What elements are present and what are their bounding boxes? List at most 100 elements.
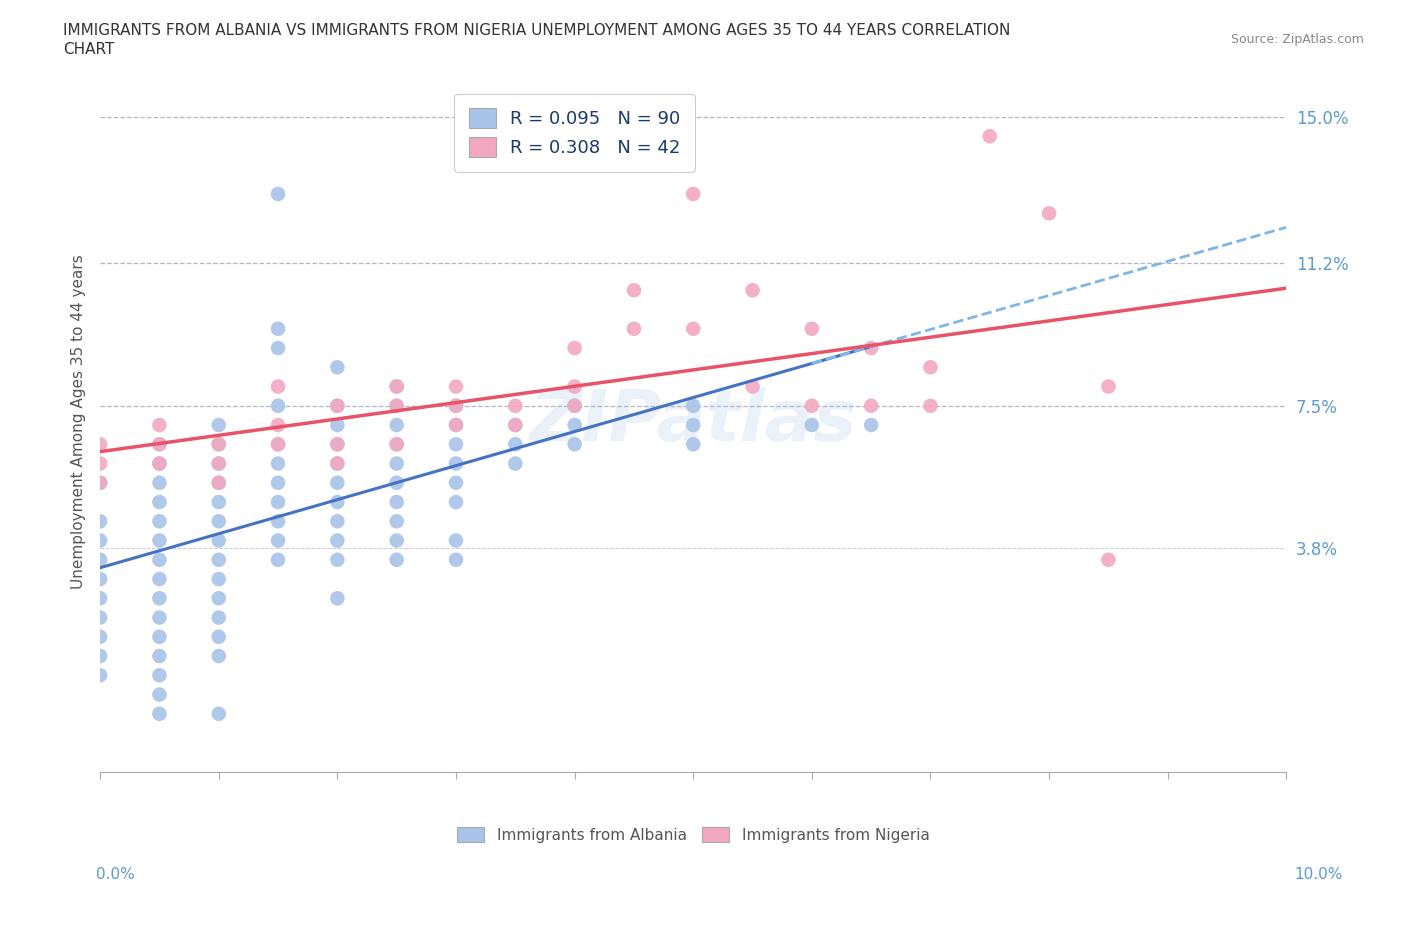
Point: [148, 707, 170, 722]
Point: [444, 475, 467, 490]
Point: [208, 533, 231, 548]
Point: [444, 437, 467, 452]
Point: [267, 495, 290, 510]
Point: [444, 456, 467, 471]
Point: [326, 398, 349, 413]
Point: [148, 552, 170, 567]
Point: [148, 418, 170, 432]
Point: [208, 648, 231, 663]
Point: [444, 552, 467, 567]
Point: [89, 475, 111, 490]
Point: [564, 340, 586, 355]
Point: [326, 360, 349, 375]
Point: [208, 514, 231, 529]
Point: [326, 475, 349, 490]
Point: [208, 552, 231, 567]
Point: [682, 418, 704, 432]
Legend: Immigrants from Albania, Immigrants from Nigeria: Immigrants from Albania, Immigrants from…: [451, 821, 935, 849]
Point: [385, 398, 408, 413]
Point: [800, 418, 823, 432]
Point: [979, 129, 1001, 144]
Point: [89, 456, 111, 471]
Point: [89, 437, 111, 452]
Point: [444, 418, 467, 432]
Point: [326, 456, 349, 471]
Point: [267, 514, 290, 529]
Point: [505, 456, 527, 471]
Point: [89, 630, 111, 644]
Point: [860, 418, 883, 432]
Point: [385, 533, 408, 548]
Point: [564, 398, 586, 413]
Point: [564, 379, 586, 394]
Point: [89, 514, 111, 529]
Point: [267, 475, 290, 490]
Point: [741, 379, 763, 394]
Point: [326, 533, 349, 548]
Point: [148, 610, 170, 625]
Point: [208, 591, 231, 605]
Point: [89, 648, 111, 663]
Point: [623, 322, 645, 337]
Point: [444, 495, 467, 510]
Point: [208, 707, 231, 722]
Point: [326, 456, 349, 471]
Point: [682, 398, 704, 413]
Point: [444, 398, 467, 413]
Point: [208, 437, 231, 452]
Point: [267, 552, 290, 567]
Point: [682, 187, 704, 202]
Point: [741, 283, 763, 298]
Text: 10.0%: 10.0%: [1295, 867, 1343, 882]
Point: [148, 668, 170, 683]
Point: [267, 437, 290, 452]
Point: [208, 610, 231, 625]
Point: [564, 418, 586, 432]
Point: [267, 379, 290, 394]
Point: [89, 572, 111, 587]
Point: [385, 495, 408, 510]
Point: [208, 418, 231, 432]
Point: [267, 398, 290, 413]
Point: [326, 418, 349, 432]
Point: [385, 418, 408, 432]
Point: [505, 398, 527, 413]
Text: 0.0%: 0.0%: [96, 867, 135, 882]
Point: [564, 398, 586, 413]
Point: [682, 322, 704, 337]
Point: [148, 572, 170, 587]
Point: [148, 648, 170, 663]
Point: [148, 514, 170, 529]
Text: IMMIGRANTS FROM ALBANIA VS IMMIGRANTS FROM NIGERIA UNEMPLOYMENT AMONG AGES 35 TO: IMMIGRANTS FROM ALBANIA VS IMMIGRANTS FR…: [63, 23, 1011, 38]
Point: [564, 437, 586, 452]
Point: [267, 533, 290, 548]
Point: [800, 398, 823, 413]
Point: [385, 437, 408, 452]
Point: [208, 572, 231, 587]
Point: [208, 475, 231, 490]
Point: [267, 187, 290, 202]
Point: [385, 379, 408, 394]
Point: [444, 398, 467, 413]
Point: [148, 687, 170, 702]
Point: [326, 591, 349, 605]
Y-axis label: Unemployment Among Ages 35 to 44 years: Unemployment Among Ages 35 to 44 years: [72, 254, 86, 589]
Point: [148, 495, 170, 510]
Point: [860, 398, 883, 413]
Point: [385, 456, 408, 471]
Point: [1097, 379, 1119, 394]
Point: [1038, 206, 1060, 220]
Point: [89, 591, 111, 605]
Point: [444, 418, 467, 432]
Point: [89, 552, 111, 567]
Point: [267, 437, 290, 452]
Point: [208, 630, 231, 644]
Point: [267, 340, 290, 355]
Point: [385, 437, 408, 452]
Point: [148, 533, 170, 548]
Point: [89, 610, 111, 625]
Text: CHART: CHART: [63, 42, 115, 57]
Point: [385, 514, 408, 529]
Point: [505, 418, 527, 432]
Point: [326, 437, 349, 452]
